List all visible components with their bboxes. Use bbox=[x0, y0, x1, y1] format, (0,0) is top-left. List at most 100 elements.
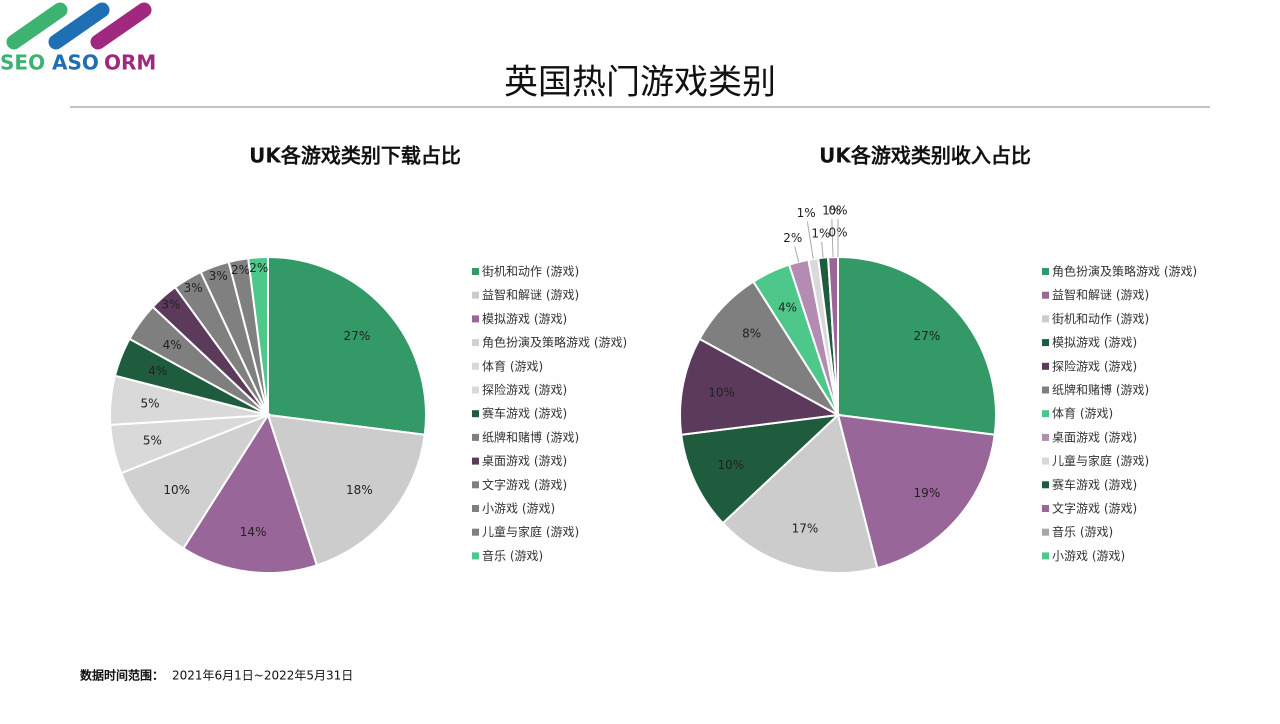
legend-label: 儿童与家庭 (游戏) bbox=[482, 524, 579, 539]
data-label: 19% bbox=[914, 486, 941, 500]
legend-swatch bbox=[1042, 457, 1049, 465]
data-label: 0% bbox=[828, 204, 847, 218]
legend-label: 探险游戏 (游戏) bbox=[482, 382, 567, 397]
logo-text: ORM bbox=[104, 51, 156, 75]
legend-swatch bbox=[1042, 386, 1049, 394]
data-label: 17% bbox=[792, 521, 819, 535]
legend-swatch bbox=[1042, 362, 1049, 370]
leader-line bbox=[831, 219, 834, 258]
footer-label: 数据时间范围： bbox=[80, 668, 164, 683]
legend-label: 音乐 (游戏) bbox=[482, 548, 543, 563]
legend-label: 桌面游戏 (游戏) bbox=[1052, 430, 1137, 444]
data-label: 27% bbox=[914, 329, 941, 343]
legend-label: 探险游戏 (游戏) bbox=[1052, 358, 1137, 373]
legend-swatch bbox=[472, 528, 479, 536]
data-label: 3% bbox=[161, 297, 180, 311]
legend-swatch bbox=[472, 410, 479, 418]
data-label: 8% bbox=[742, 326, 761, 340]
data-label: 14% bbox=[240, 525, 267, 539]
data-label: 27% bbox=[344, 329, 371, 343]
legend-swatch bbox=[1042, 315, 1049, 323]
legend-swatch bbox=[472, 339, 479, 347]
data-label: 10% bbox=[163, 483, 190, 497]
legend-swatch bbox=[472, 552, 479, 560]
legend-swatch bbox=[472, 433, 479, 441]
data-label: 4% bbox=[778, 300, 797, 314]
logo: SEO ASO ORM bbox=[0, 2, 156, 75]
pie-slice bbox=[679, 337, 842, 436]
chart-title: UK各游戏类别收入占比 bbox=[819, 144, 1031, 168]
leader-line bbox=[794, 246, 800, 263]
legend-label: 赛车游戏 (游戏) bbox=[482, 406, 567, 421]
legend-swatch bbox=[472, 291, 479, 299]
pie-slice bbox=[247, 255, 269, 416]
legend-label: 模拟游戏 (游戏) bbox=[482, 312, 567, 326]
legend-swatch bbox=[472, 268, 479, 275]
legend-label: 儿童与家庭 (游戏) bbox=[1052, 453, 1149, 468]
legend-label: 角色扮演及策略游戏 (游戏) bbox=[482, 335, 627, 350]
data-label: 1% bbox=[797, 206, 816, 220]
data-label: 18% bbox=[346, 483, 373, 497]
legend-label: 益智和解谜 (游戏) bbox=[482, 287, 579, 302]
legend-swatch bbox=[472, 505, 479, 512]
slide-title: 英国热门游戏类别 bbox=[504, 63, 776, 103]
legend-swatch bbox=[472, 386, 479, 394]
footer-range: 2021年6月1日~2022年5月31日 bbox=[172, 669, 353, 683]
legend-label: 街机和动作 (游戏) bbox=[1052, 312, 1149, 326]
legend-label: 益智和解谜 (游戏) bbox=[1052, 287, 1149, 302]
legend-swatch bbox=[472, 315, 479, 323]
legend-swatch bbox=[472, 481, 479, 489]
legend-label: 赛车游戏 (游戏) bbox=[1052, 477, 1137, 492]
legend-swatch bbox=[1042, 339, 1049, 347]
legend-swatch bbox=[1042, 552, 1049, 560]
logo-bar bbox=[6, 2, 68, 50]
leader-line bbox=[821, 241, 824, 258]
legend-label: 体育 (游戏) bbox=[1052, 406, 1113, 421]
legend-swatch bbox=[1042, 528, 1049, 536]
logo-bar bbox=[48, 2, 110, 50]
legend-label: 文字游戏 (游戏) bbox=[482, 477, 567, 492]
pie-slice bbox=[837, 255, 997, 436]
legend-label: 体育 (游戏) bbox=[482, 358, 543, 373]
data-label: 2% bbox=[783, 231, 802, 245]
pie-slice bbox=[181, 412, 319, 574]
legend-swatch bbox=[1042, 433, 1049, 441]
data-label: 2% bbox=[231, 263, 250, 277]
data-label: 4% bbox=[163, 338, 182, 352]
legend-label: 文字游戏 (游戏) bbox=[1052, 501, 1137, 516]
pie-slice bbox=[836, 413, 996, 570]
data-label: 2% bbox=[249, 261, 268, 275]
legend-label: 桌面游戏 (游戏) bbox=[482, 454, 567, 468]
legend-swatch bbox=[472, 362, 479, 370]
pie-slice bbox=[721, 413, 879, 574]
legend-label: 模拟游戏 (游戏) bbox=[1052, 336, 1137, 350]
data-label: 10% bbox=[717, 458, 744, 472]
data-label: 3% bbox=[184, 281, 203, 295]
legend-label: 纸牌和赌博 (游戏) bbox=[482, 429, 579, 444]
legend-swatch bbox=[1042, 268, 1049, 275]
legend-swatch bbox=[1042, 481, 1049, 489]
data-label: 1% bbox=[822, 204, 841, 218]
pie-slice bbox=[267, 255, 427, 436]
leader-line bbox=[806, 221, 814, 260]
legend-swatch bbox=[1042, 505, 1049, 512]
legend-swatch bbox=[1042, 410, 1049, 418]
legend-label: 小游戏 (游戏) bbox=[482, 502, 555, 516]
pie-slice bbox=[680, 413, 841, 525]
legend-swatch bbox=[1042, 291, 1049, 299]
legend-swatch bbox=[472, 457, 479, 465]
data-label: 5% bbox=[143, 433, 162, 447]
logo-bar bbox=[90, 2, 152, 50]
pie-slice bbox=[119, 412, 271, 550]
logo-text: SEO bbox=[0, 51, 45, 75]
data-label: 4% bbox=[148, 364, 167, 378]
chart-title: UK各游戏类别下载占比 bbox=[249, 144, 461, 168]
legend-label: 小游戏 (游戏) bbox=[1052, 549, 1125, 563]
legend-label: 街机和动作 (游戏) bbox=[482, 265, 579, 279]
legend-label: 纸牌和赌博 (游戏) bbox=[1052, 382, 1149, 397]
data-label: 10% bbox=[708, 385, 735, 399]
data-label: 1% bbox=[811, 226, 830, 240]
logo-text: ASO bbox=[52, 51, 99, 75]
